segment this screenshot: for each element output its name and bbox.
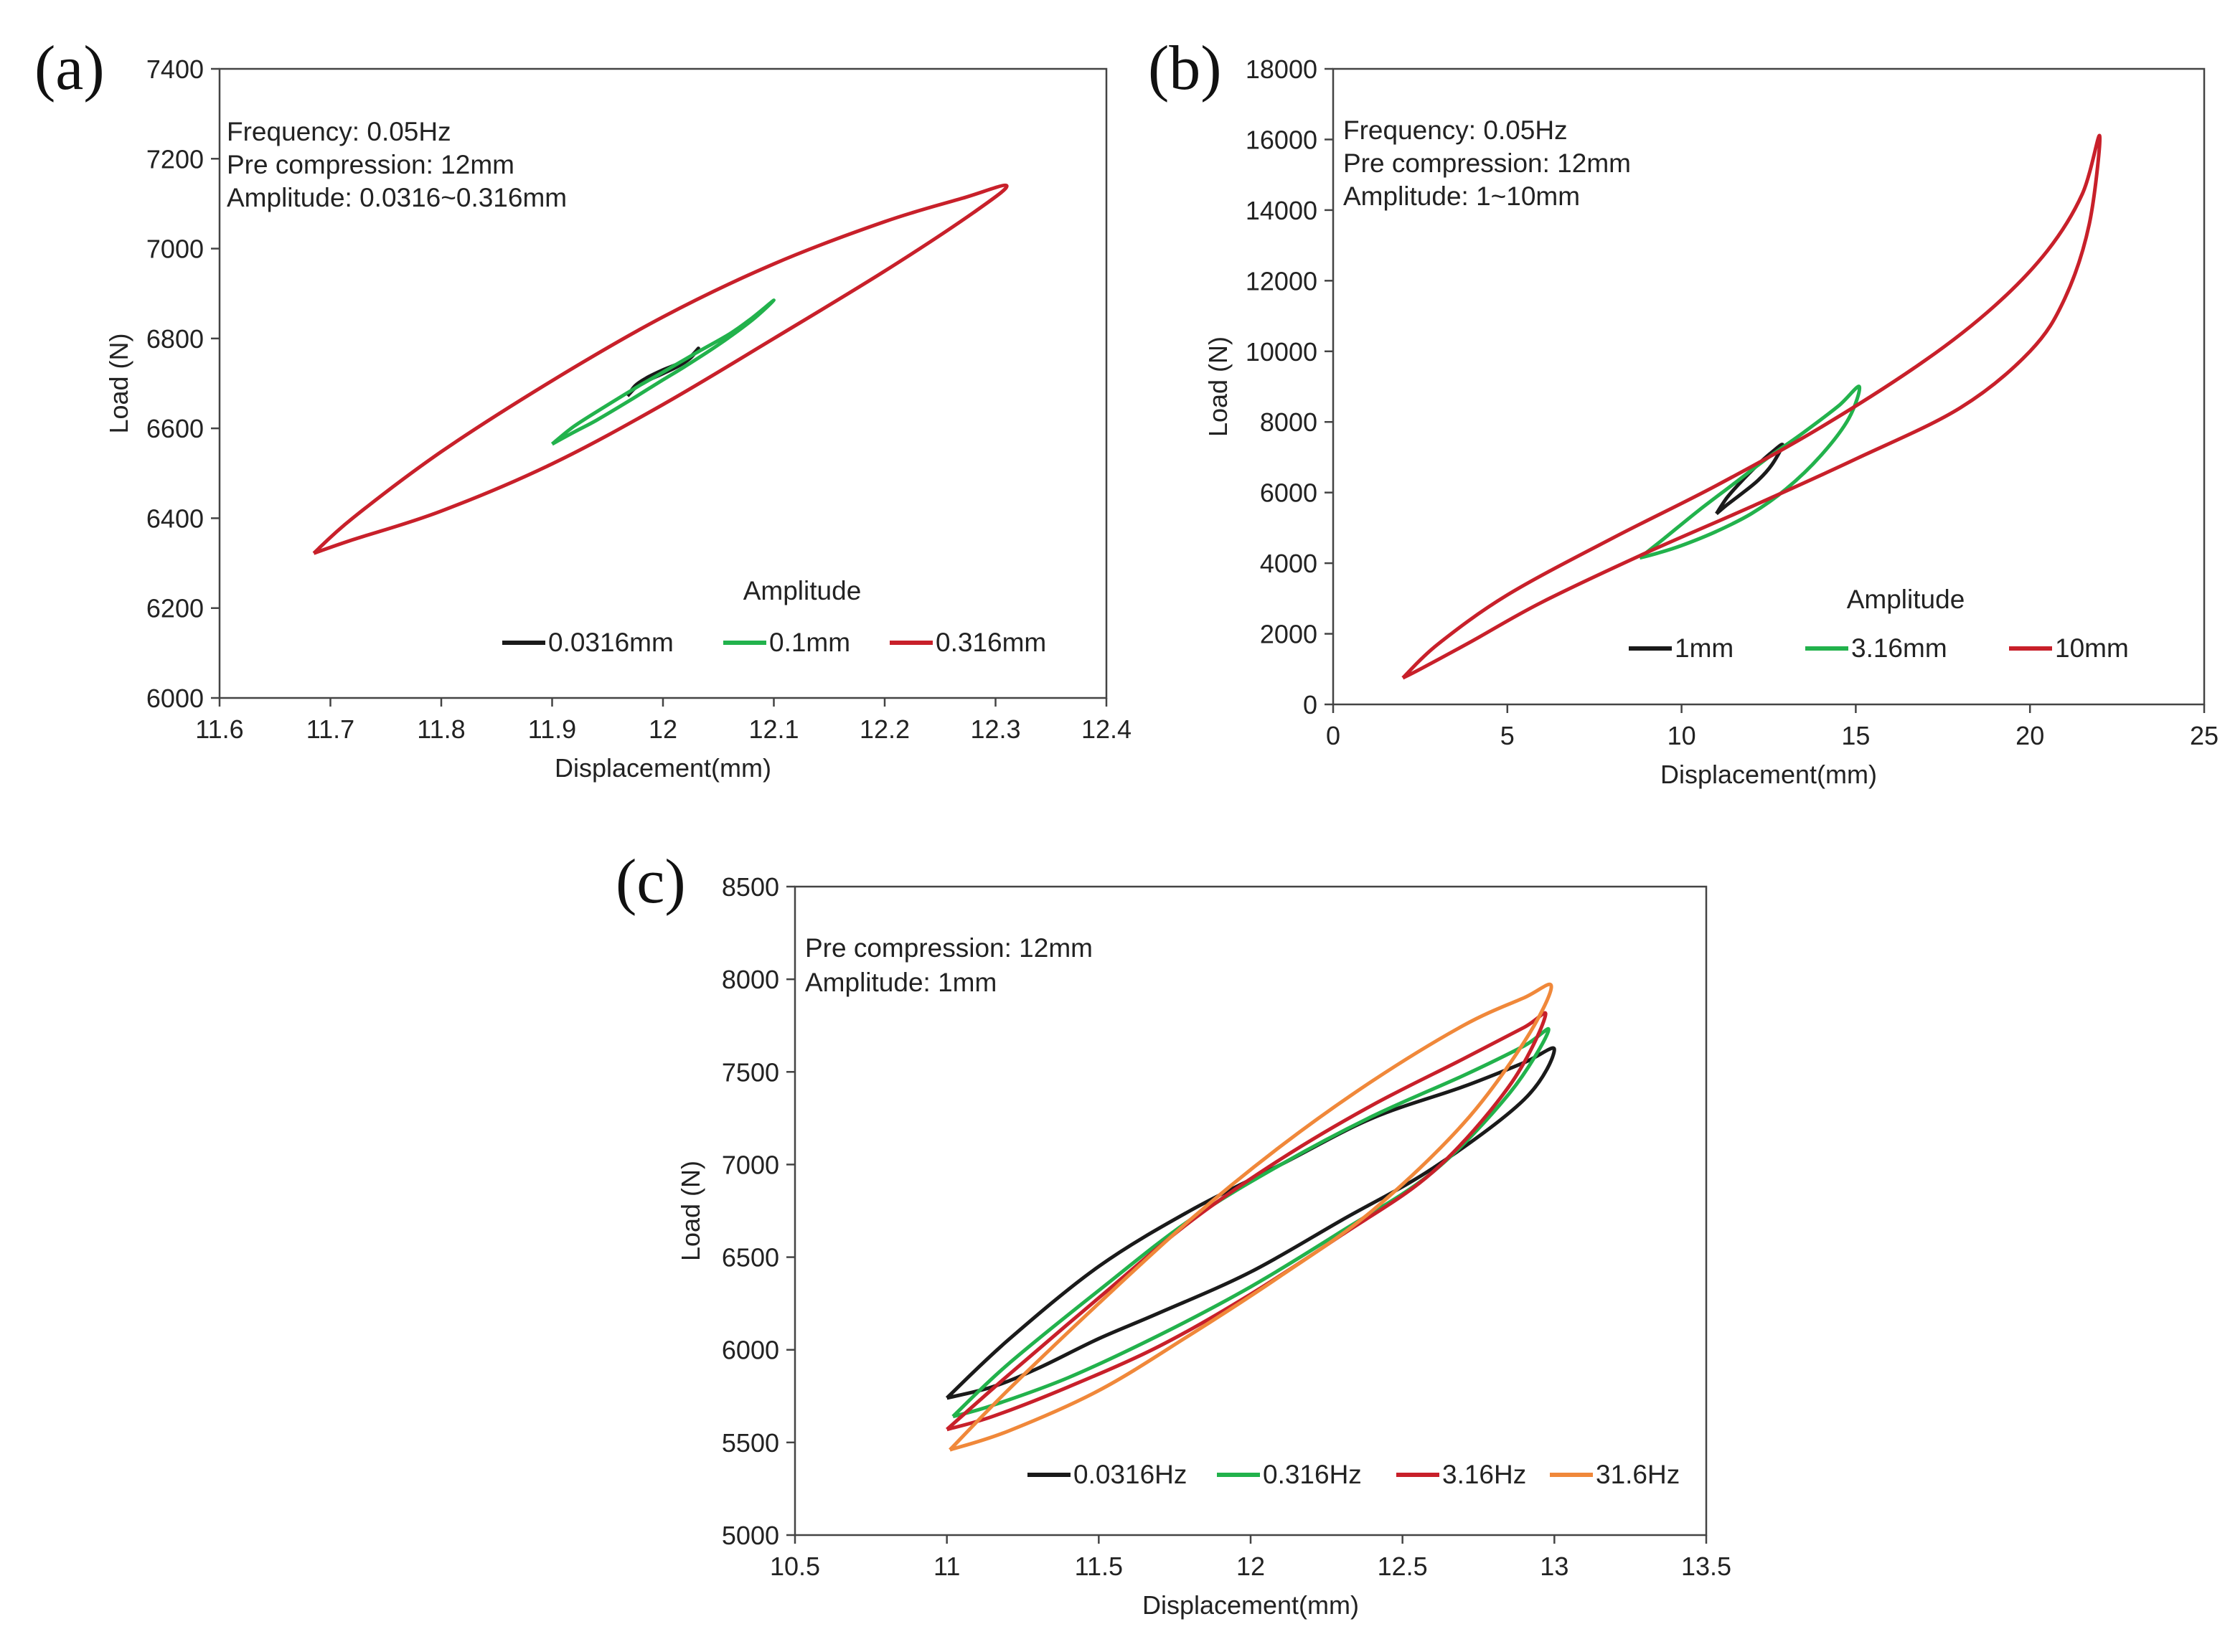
y-tick-label: 5000 <box>722 1521 779 1550</box>
y-tick-label: 7400 <box>146 55 204 84</box>
y-tick-label: 6600 <box>146 414 204 443</box>
x-tick-label: 10 <box>1667 721 1696 750</box>
y-tick-label: 7200 <box>146 144 204 174</box>
y-tick-label: 7500 <box>722 1057 779 1087</box>
x-tick-label: 12.3 <box>970 714 1020 744</box>
x-axis-title: Displacement(mm) <box>555 753 771 783</box>
series-line-1mm <box>1715 443 1784 516</box>
plot-frame <box>1332 67 2206 706</box>
annotation-text: Frequency: 0.05Hz <box>227 117 451 146</box>
x-tick-label: 12 <box>1236 1552 1265 1581</box>
y-tick-label: 12000 <box>1246 266 1317 296</box>
x-tick-label: 12.5 <box>1378 1552 1428 1581</box>
x-tick-label: 10.5 <box>770 1552 820 1581</box>
annotation-text: Frequency: 0.05Hz <box>1343 115 1568 145</box>
legend-label: 1mm <box>1675 633 1734 663</box>
y-tick-label: 0 <box>1303 690 1317 719</box>
x-tick-label: 5 <box>1500 721 1515 750</box>
y-tick-label: 6000 <box>1260 478 1317 508</box>
x-tick-label: 25 <box>2190 721 2219 750</box>
series-line-31.6Hz <box>949 982 1553 1452</box>
y-tick-label: 5500 <box>722 1428 779 1458</box>
y-tick-label: 6000 <box>722 1336 779 1365</box>
annotation-text: Amplitude: 1mm <box>805 968 997 997</box>
x-tick-label: 0 <box>1326 721 1340 750</box>
panel-label: (b) <box>1148 34 1222 103</box>
y-tick-label: 6500 <box>722 1243 779 1273</box>
legend-title: Amplitude <box>1847 585 1965 614</box>
panel-c: (c) 10.5 11 11.5 12 12.5 13 13.5 5000 5500 6000 650… <box>616 847 1731 1620</box>
series-line-0.0316Hz <box>945 1046 1556 1400</box>
x-axis-title: Displacement(mm) <box>1142 1590 1359 1620</box>
y-axis-title: Load (N) <box>676 1161 705 1261</box>
y-tick-label: 7000 <box>146 235 204 264</box>
series-line-10mm <box>1401 133 2102 680</box>
x-tick-label: 11.7 <box>306 714 354 744</box>
y-tick-label: 8000 <box>1260 407 1317 437</box>
legend-label: 3.16Hz <box>1442 1460 1526 1489</box>
x-tick-label: 20 <box>2015 721 2044 750</box>
legend-label: 31.6Hz <box>1596 1460 1680 1489</box>
y-tick-label: 14000 <box>1246 196 1317 225</box>
series-line-3.16mm <box>1638 384 1862 560</box>
y-tick-label: 4000 <box>1260 549 1317 578</box>
panel-a: (a) 11.6 11.7 11.8 11.9 12 12.1 12.2 12.3 12.4 600… <box>34 34 1132 783</box>
x-axis-title: Displacement(mm) <box>1660 760 1877 789</box>
series-line-0.316Hz <box>951 1027 1551 1419</box>
x-tick-label: 13.5 <box>1681 1552 1731 1581</box>
y-axis-title: Load (N) <box>1203 336 1233 437</box>
annotation-text: Amplitude: 0.0316~0.316mm <box>227 183 567 212</box>
annotation-text: Amplitude: 1~10mm <box>1343 181 1580 211</box>
x-tick-label: 12 <box>649 714 677 744</box>
annotation-text: Pre compression: 12mm <box>227 150 514 179</box>
legend-label: 0.316Hz <box>1263 1460 1362 1489</box>
y-tick-label: 6000 <box>146 684 204 713</box>
legend-label: 10mm <box>2055 633 2129 663</box>
y-tick-label: 2000 <box>1260 620 1317 649</box>
annotation-text: Pre compression: 12mm <box>1343 148 1631 178</box>
series-line-0.316mm <box>312 183 1009 555</box>
y-tick-label: 8000 <box>722 965 779 994</box>
x-tick-label: 13 <box>1540 1552 1568 1581</box>
panel-b: (b) 0 5 10 15 20 25 0 2000 4000 6000 8000 10000 12000… <box>1148 34 2219 789</box>
legend-label: 3.16mm <box>1851 633 1947 663</box>
annotation-text: Pre compression: 12mm <box>805 933 1093 963</box>
legend-title: Amplitude <box>743 576 862 605</box>
x-tick-label: 11.6 <box>195 714 243 744</box>
x-tick-label: 11 <box>933 1552 960 1581</box>
y-tick-label: 10000 <box>1246 337 1317 367</box>
y-tick-label: 6800 <box>146 324 204 354</box>
legend-label: 0.316mm <box>936 628 1046 657</box>
x-tick-label: 11.5 <box>1075 1552 1123 1581</box>
legend-label: 0.0316Hz <box>1073 1460 1187 1489</box>
y-tick-label: 18000 <box>1246 55 1317 84</box>
legend-label: 0.1mm <box>769 628 850 657</box>
y-axis-title: Load (N) <box>104 333 133 433</box>
panel-label: (a) <box>34 34 105 103</box>
y-tick-label: 6200 <box>146 594 204 623</box>
x-tick-label: 11.8 <box>417 714 465 744</box>
y-tick-label: 7000 <box>722 1150 779 1179</box>
legend-label: 0.0316mm <box>548 628 674 657</box>
series-line-0.1mm <box>550 298 776 446</box>
y-tick-label: 6400 <box>146 504 204 533</box>
panel-label: (c) <box>616 847 686 917</box>
x-tick-label: 11.9 <box>528 714 576 744</box>
y-tick-label: 8500 <box>722 872 779 902</box>
x-tick-label: 12.1 <box>748 714 799 744</box>
x-tick-label: 12.4 <box>1081 714 1132 744</box>
x-tick-label: 15 <box>1841 721 1870 750</box>
x-tick-label: 12.2 <box>860 714 910 744</box>
y-tick-label: 16000 <box>1246 125 1317 154</box>
